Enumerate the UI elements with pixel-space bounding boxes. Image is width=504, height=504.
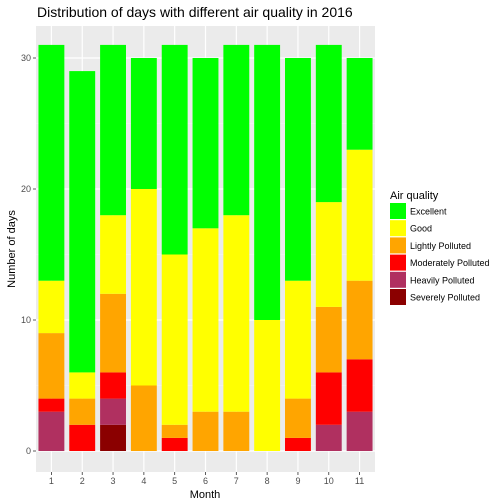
bar-segment-lightly-polluted [130,385,157,451]
bar-segment-good [346,149,373,281]
bar-segment-excellent [346,58,373,150]
y-tick-label: 30 [21,53,31,63]
x-tick-label: 9 [295,476,300,486]
legend-label: Moderately Polluted [410,258,490,268]
bar-segment-lightly-polluted [285,398,311,438]
x-tick-label: 7 [234,476,239,486]
bar-segment-severely-polluted [100,424,126,451]
x-tick-label: 3 [111,476,116,486]
legend-key-heavily-polluted [390,271,406,288]
legend-label: Severely Polluted [410,293,480,303]
bar-segment-good [315,202,342,307]
x-tick-label: 8 [265,476,270,486]
legend-key-lightly-polluted [390,237,406,254]
x-axis-label: Month [190,489,221,501]
legend-label: Lightly Polluted [410,241,471,251]
bar-segment-moderately-polluted [38,398,65,412]
x-tick-label: 4 [141,476,146,486]
bar-segment-moderately-polluted [161,437,188,451]
chart-title: Distribution of days with different air … [37,4,353,20]
y-axis-label: Number of days [6,210,18,288]
bar-segment-good [161,254,188,425]
bar-segment-excellent [315,44,342,203]
legend-key-excellent [390,203,406,219]
legend-title: Air quality [390,190,439,202]
bar-segment-excellent [69,71,96,373]
bar-segment-good [223,215,250,412]
x-tick-label: 11 [355,476,364,486]
legend-key-good [390,220,406,237]
bar-segment-good [38,280,65,334]
bar-segment-good [100,215,126,294]
bar-segment-lightly-polluted [100,293,126,373]
x-tick-label: 1 [49,476,54,486]
bar-segment-good [285,280,311,399]
bar-segment-heavily-polluted [346,411,373,451]
bar-segment-excellent [100,44,126,216]
legend-key-severely-polluted [390,289,406,305]
x-tick-label: 6 [203,476,208,486]
bar-segment-excellent [223,44,250,216]
bar-segment-lightly-polluted [223,411,250,451]
bar-segment-moderately-polluted [285,437,311,451]
bar-segment-lightly-polluted [192,411,219,451]
y-tick-label: 10 [21,315,31,325]
bar-segment-excellent [161,44,188,255]
bar-segment-excellent [192,58,219,229]
bar-segment-lightly-polluted [315,306,342,373]
bar-segment-good [69,372,96,399]
bar-segment-heavily-polluted [315,424,342,451]
x-tick-label: 2 [80,476,85,486]
bar-segment-lightly-polluted [161,424,188,438]
legend: Air quality Excellent Good Lightly Pollute… [390,190,490,305]
x-tick-label: 10 [324,476,334,486]
bar-segment-heavily-polluted [38,411,65,451]
bar-segment-lightly-polluted [38,333,65,399]
y-axis: 0 10 20 30 [21,53,36,456]
bar-segment-excellent [285,58,311,281]
legend-label: Good [410,224,432,234]
legend-label: Heavily Polluted [410,275,475,285]
bar-segment-lightly-polluted [69,398,96,425]
bar-segment-good [192,228,219,412]
bar-segment-excellent [38,44,65,281]
bar-segment-moderately-polluted [315,372,342,425]
x-axis: 1 2 3 4 5 6 7 8 9 10 11 [49,472,364,486]
bar-segment-good [254,320,281,451]
bar-segment-moderately-polluted [69,424,96,451]
y-tick-label: 20 [21,184,31,194]
y-tick-label: 0 [26,446,31,456]
bar-segment-good [130,189,157,386]
bar-segment-moderately-polluted [100,372,126,399]
bar-segment-moderately-polluted [346,359,373,412]
bar-segment-excellent [254,44,281,321]
bar-segment-lightly-polluted [346,280,373,360]
bar-segment-excellent [130,58,157,189]
bar-segment-heavily-polluted [100,398,126,425]
legend-label: Excellent [410,207,447,217]
bars [38,44,373,451]
legend-key-moderately-polluted [390,254,406,271]
x-tick-label: 5 [172,476,177,486]
